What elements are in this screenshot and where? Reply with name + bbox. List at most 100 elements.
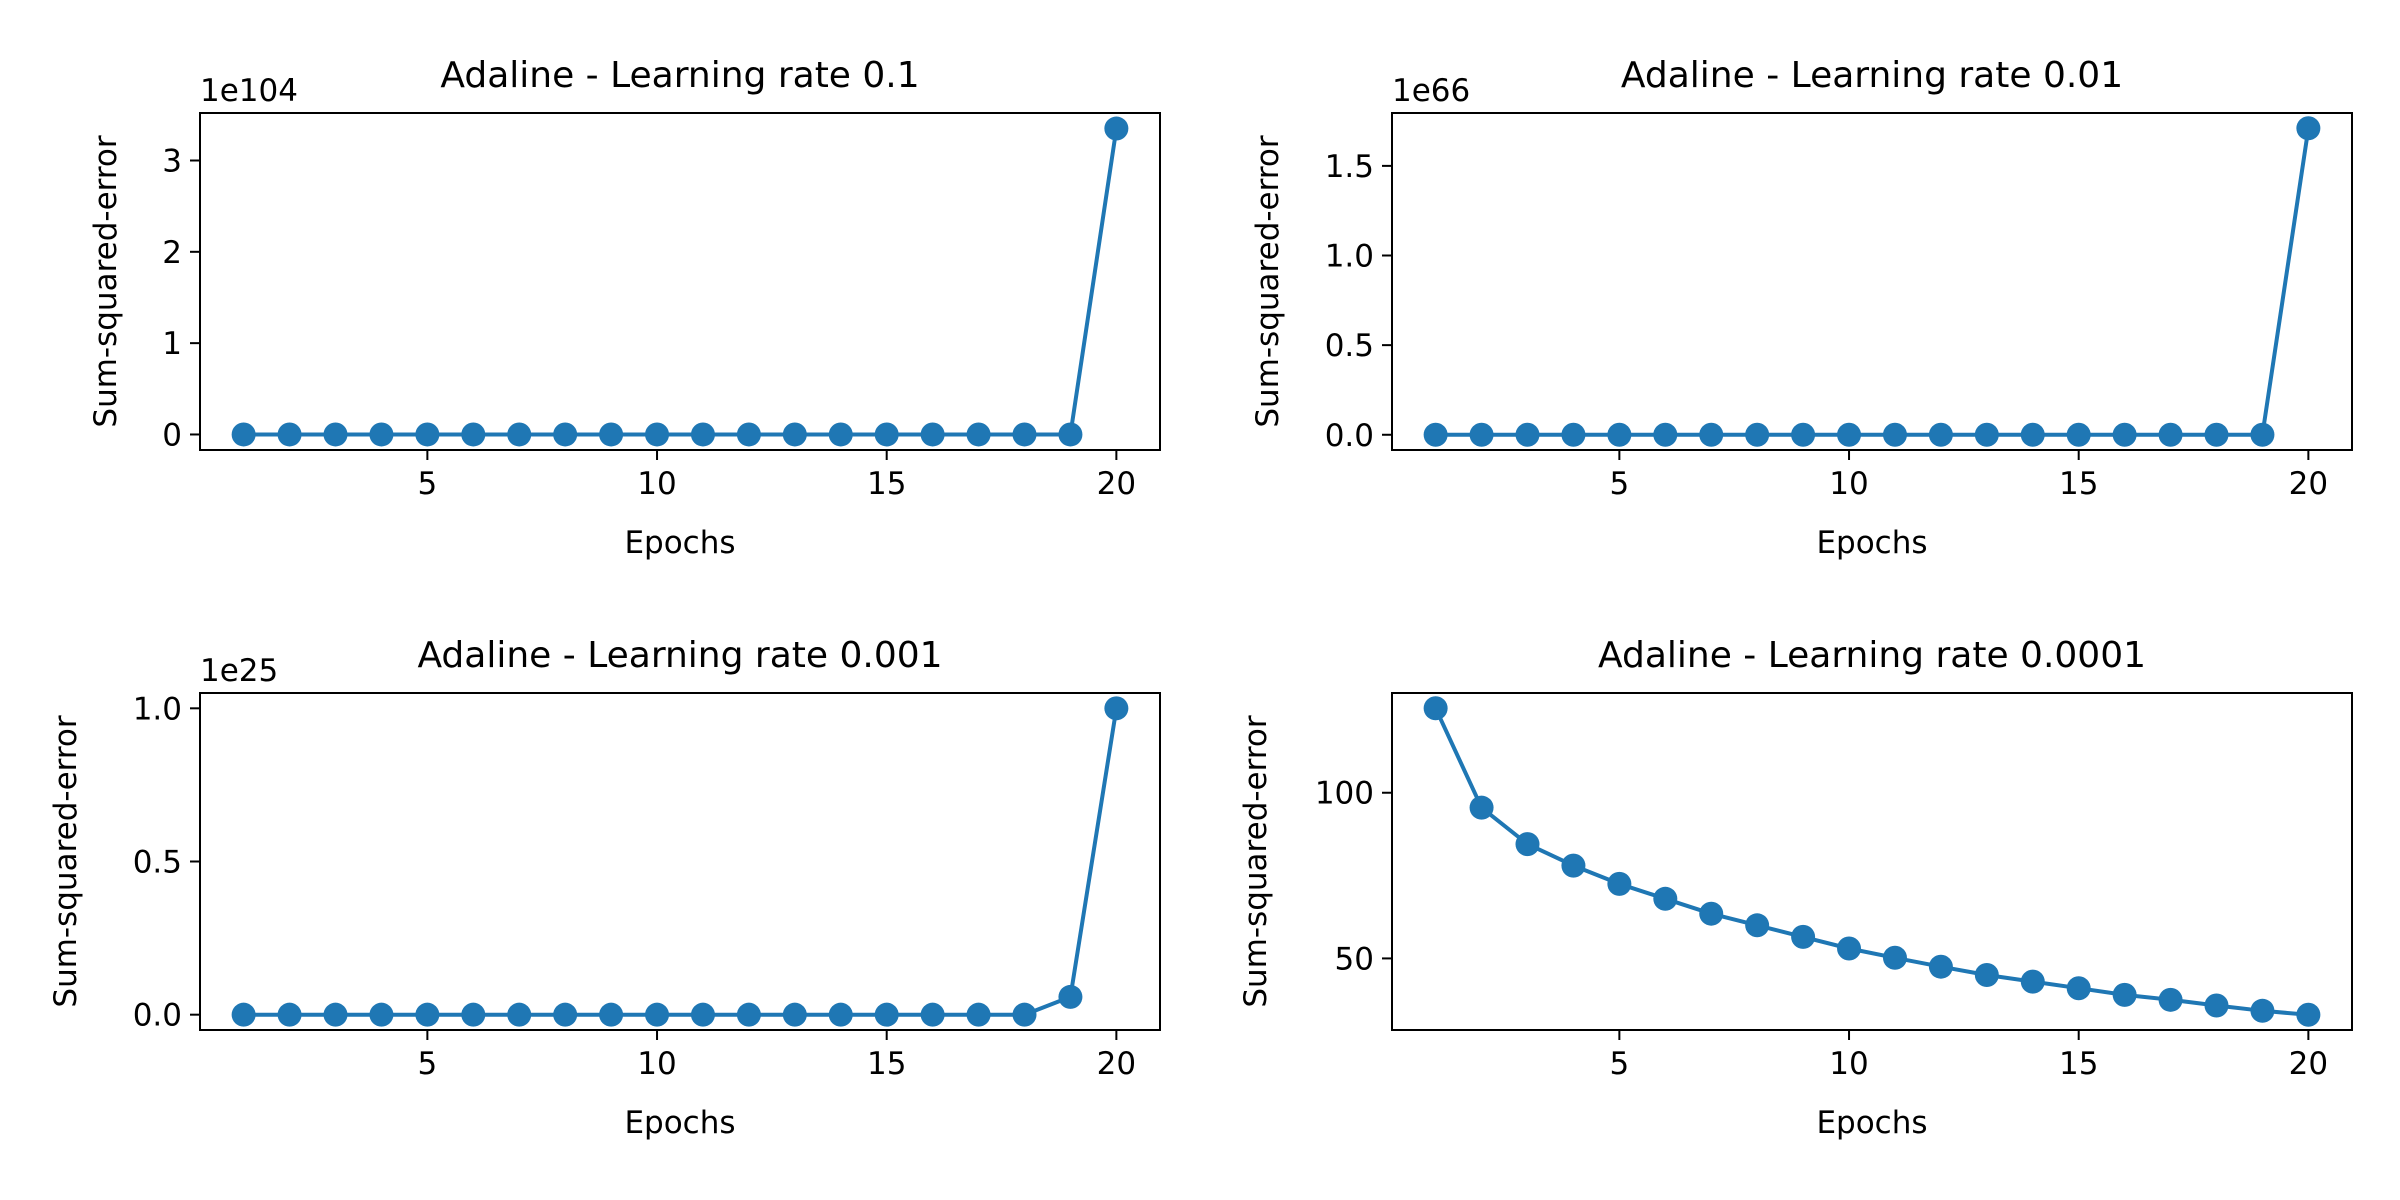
y-axis-label: Sum-squared-error — [48, 715, 84, 1007]
data-point — [2158, 987, 2183, 1012]
y-axis-offset-label: 1e66 — [1392, 73, 1470, 109]
data-point — [966, 1002, 991, 1027]
subplot-3: Adaline - Learning rate 0.001 1e25 5 10 15 20… — [48, 635, 1161, 1141]
data-point — [2020, 422, 2045, 447]
subplot-4: Adaline - Learning rate 0.0001 5 10 15 20 50 1… — [1238, 635, 2353, 1141]
data-point — [323, 422, 348, 447]
x-tick-label: 5 — [418, 466, 438, 502]
x-tick-label: 20 — [1097, 1046, 1136, 1082]
data-point — [1058, 984, 1083, 1009]
data-point — [461, 422, 486, 447]
y-tick-label: 3 — [162, 143, 182, 179]
data-point — [782, 1002, 807, 1027]
data-point — [645, 422, 670, 447]
data-point — [1012, 1002, 1037, 1027]
y-tick-label: 0.0 — [1325, 418, 1374, 454]
chart-title: Adaline - Learning rate 0.001 — [417, 635, 942, 676]
data-point — [2296, 1002, 2321, 1027]
data-point — [461, 1002, 486, 1027]
data-point — [1974, 422, 1999, 447]
data-point — [323, 1002, 348, 1027]
y-tick-label: 50 — [1335, 941, 1374, 977]
x-tick-label: 15 — [2059, 466, 2098, 502]
data-point — [1928, 422, 1953, 447]
x-axis-label: Epochs — [1816, 1105, 1927, 1141]
data-point — [2204, 422, 2229, 447]
data-point — [690, 1002, 715, 1027]
y-tick-label: 0 — [162, 417, 182, 453]
data-point — [1515, 422, 1540, 447]
series-line — [1435, 127, 2311, 437]
data-point — [2066, 976, 2091, 1001]
data-point — [1791, 422, 1816, 447]
data-point — [690, 422, 715, 447]
data-point — [1837, 422, 1862, 447]
data-point — [736, 422, 761, 447]
data-point — [415, 422, 440, 447]
data-point — [1928, 954, 1953, 979]
data-point — [1607, 871, 1632, 896]
data-point — [599, 1002, 624, 1027]
x-tick-label: 20 — [2289, 1046, 2328, 1082]
data-point — [1653, 422, 1678, 447]
data-point — [1423, 422, 1448, 447]
x-axis-label: Epochs — [624, 1105, 735, 1141]
data-point — [1561, 422, 1586, 447]
data-point — [966, 422, 991, 447]
x-tick-label: 20 — [1097, 466, 1136, 502]
data-point — [369, 1002, 394, 1027]
chart-title: Adaline - Learning rate 0.1 — [440, 55, 919, 96]
data-point — [553, 1002, 578, 1027]
y-tick-label: 2 — [162, 235, 182, 271]
data-point — [1469, 422, 1494, 447]
y-tick-label: 1.0 — [133, 691, 182, 727]
y-tick-label: 1 — [162, 326, 182, 362]
x-tick-label: 15 — [867, 466, 906, 502]
x-tick-label: 10 — [637, 1046, 676, 1082]
data-point — [2066, 422, 2091, 447]
x-tick-label: 20 — [2289, 466, 2328, 502]
data-point — [277, 1002, 302, 1027]
y-tick-label: 0.5 — [133, 845, 182, 881]
x-tick-label: 10 — [1829, 1046, 1868, 1082]
data-point — [1837, 936, 1862, 961]
data-point — [2296, 116, 2321, 141]
x-tick-label: 5 — [1610, 1046, 1630, 1082]
data-point — [1469, 795, 1494, 820]
x-tick-label: 15 — [2059, 1046, 2098, 1082]
y-axis-offset-label: 1e104 — [200, 73, 298, 109]
y-tick-label: 100 — [1315, 776, 1374, 812]
data-point — [920, 1002, 945, 1027]
y-tick-label: 1.5 — [1325, 149, 1374, 185]
subplot-1: Adaline - Learning rate 0.1 1e104 5 10 15 20 0… — [88, 55, 1161, 561]
x-axis-label: Epochs — [1816, 525, 1927, 561]
x-tick-label: 5 — [418, 1046, 438, 1082]
axes-frame — [1391, 692, 2353, 1031]
data-point — [736, 1002, 761, 1027]
data-point — [277, 422, 302, 447]
data-point — [645, 1002, 670, 1027]
series-line — [243, 128, 1119, 437]
data-point — [1515, 832, 1540, 857]
data-point — [1882, 945, 1907, 970]
y-axis-offset-label: 1e25 — [200, 653, 278, 689]
data-point — [874, 422, 899, 447]
data-point — [1791, 924, 1816, 949]
data-point — [2250, 998, 2275, 1023]
data-point — [1882, 422, 1907, 447]
x-tick-label: 15 — [867, 1046, 906, 1082]
data-point — [2204, 993, 2229, 1018]
data-point — [1699, 422, 1724, 447]
data-point — [507, 422, 532, 447]
data-point — [2158, 422, 2183, 447]
data-point — [1974, 962, 1999, 987]
data-point — [874, 1002, 899, 1027]
axes-frame — [199, 692, 1161, 1031]
data-point — [1104, 116, 1129, 141]
data-point — [1104, 696, 1129, 721]
axes-frame — [1391, 112, 2353, 451]
x-tick-label: 10 — [637, 466, 676, 502]
data-point — [2250, 422, 2275, 447]
data-point — [553, 422, 578, 447]
